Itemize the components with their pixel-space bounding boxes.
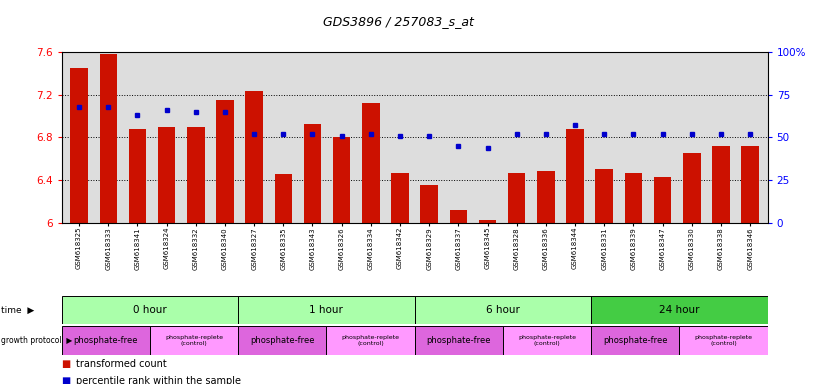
Text: phosphate-free: phosphate-free — [73, 336, 138, 345]
Bar — [216, 100, 234, 223]
Text: transformed count: transformed count — [76, 359, 167, 369]
Text: ■: ■ — [62, 376, 71, 384]
Text: phosphate-replete
(control): phosphate-replete (control) — [165, 335, 223, 346]
Bar — [392, 172, 409, 223]
Bar — [187, 127, 204, 223]
Text: 1 hour: 1 hour — [310, 305, 343, 315]
Text: GDS3896 / 257083_s_at: GDS3896 / 257083_s_at — [323, 15, 474, 28]
Bar — [595, 169, 613, 223]
Text: phosphate-free: phosphate-free — [603, 336, 667, 345]
Text: percentile rank within the sample: percentile rank within the sample — [76, 376, 241, 384]
Bar — [415, 326, 502, 355]
Text: 6 hour: 6 hour — [486, 305, 520, 315]
Text: phosphate-free: phosphate-free — [426, 336, 491, 345]
Bar — [71, 68, 88, 223]
Bar — [245, 91, 263, 223]
Text: 24 hour: 24 hour — [659, 305, 699, 315]
Bar — [591, 326, 680, 355]
Bar — [238, 326, 327, 355]
Bar — [415, 296, 591, 324]
Text: phosphate-replete
(control): phosphate-replete (control) — [342, 335, 400, 346]
Bar — [566, 129, 584, 223]
Text: 0 hour: 0 hour — [133, 305, 167, 315]
Bar — [420, 185, 438, 223]
Bar — [508, 172, 525, 223]
Bar — [591, 296, 768, 324]
Text: phosphate-replete
(control): phosphate-replete (control) — [695, 335, 753, 346]
Bar — [362, 103, 379, 223]
Bar — [479, 220, 497, 223]
Bar — [129, 129, 146, 223]
Bar — [654, 177, 672, 223]
Bar — [304, 124, 321, 223]
Bar — [62, 296, 238, 324]
Bar — [327, 326, 415, 355]
Bar — [149, 326, 238, 355]
Bar — [450, 210, 467, 223]
Bar — [537, 172, 555, 223]
Bar — [741, 146, 759, 223]
Bar — [502, 326, 591, 355]
Text: ■: ■ — [62, 359, 71, 369]
Text: phosphate-replete
(control): phosphate-replete (control) — [518, 335, 576, 346]
Bar — [62, 326, 149, 355]
Bar — [625, 172, 642, 223]
Bar — [680, 326, 768, 355]
Bar — [158, 127, 176, 223]
Bar — [238, 296, 415, 324]
Text: time  ▶: time ▶ — [1, 306, 34, 314]
Bar — [683, 153, 700, 223]
Bar — [99, 54, 117, 223]
Bar — [274, 174, 292, 223]
Bar — [333, 137, 351, 223]
Bar — [712, 146, 730, 223]
Text: growth protocol  ▶: growth protocol ▶ — [1, 336, 72, 345]
Text: phosphate-free: phosphate-free — [250, 336, 314, 345]
